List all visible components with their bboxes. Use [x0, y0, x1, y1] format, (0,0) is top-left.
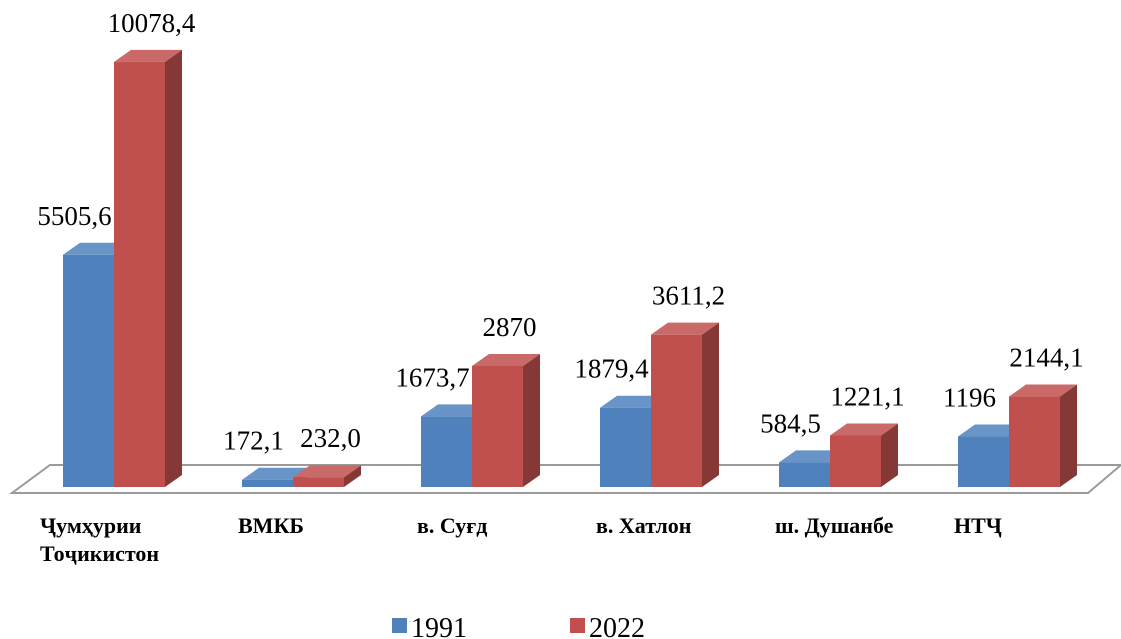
x-tick-label: Ҷумҳурии Тоҷикистон: [40, 513, 160, 566]
value-label: 5505,6: [37, 201, 111, 231]
value-label: 2144,1: [1009, 343, 1083, 373]
value-label: 1196: [943, 383, 996, 413]
bar: [830, 435, 881, 487]
bar: [421, 416, 472, 487]
x-tick-label: ВМКБ: [238, 513, 304, 538]
x-tick-label: НТҶ: [954, 513, 1002, 538]
bar-top: [293, 465, 361, 478]
value-label: 172,1: [223, 426, 284, 456]
value-label: 232,0: [300, 423, 361, 453]
bar-top: [472, 353, 540, 366]
value-label: 10078,4: [108, 8, 196, 38]
bar: [472, 365, 523, 487]
legend-label: 1991: [411, 613, 467, 639]
legend-label: 2022: [589, 613, 645, 639]
bar-side: [881, 423, 898, 487]
x-tick-label: в. Хатлон: [596, 513, 692, 538]
legend-swatch: [570, 618, 585, 633]
value-label: 1673,7: [395, 362, 469, 392]
bar-top: [114, 49, 182, 62]
bar: [600, 407, 651, 487]
bar: [1009, 396, 1060, 487]
bar: [958, 436, 1009, 487]
value-label: 1221,1: [830, 381, 904, 411]
value-label: 3611,2: [652, 281, 725, 311]
bar-top: [1009, 384, 1077, 397]
value-label: 1879,4: [574, 354, 649, 384]
bar-side: [344, 465, 361, 487]
bar: [114, 61, 165, 488]
legend-swatch: [392, 618, 407, 633]
bar: [293, 477, 344, 487]
bar-top: [830, 423, 898, 436]
bar-side: [165, 49, 182, 488]
bar: [651, 334, 702, 487]
value-label: 584,5: [760, 408, 821, 438]
bar-side: [523, 353, 540, 487]
bar-side: [1060, 384, 1077, 487]
bar: [242, 479, 293, 487]
bar-top: [651, 322, 719, 335]
x-tick-label: ш. Душанбе: [775, 513, 894, 538]
bar-top: [242, 467, 310, 480]
value-label: 2870: [483, 312, 537, 342]
bar-side: [702, 322, 719, 487]
bar: [63, 254, 114, 487]
x-tick-label: в. Суғд: [417, 513, 488, 538]
bar: [779, 462, 830, 487]
